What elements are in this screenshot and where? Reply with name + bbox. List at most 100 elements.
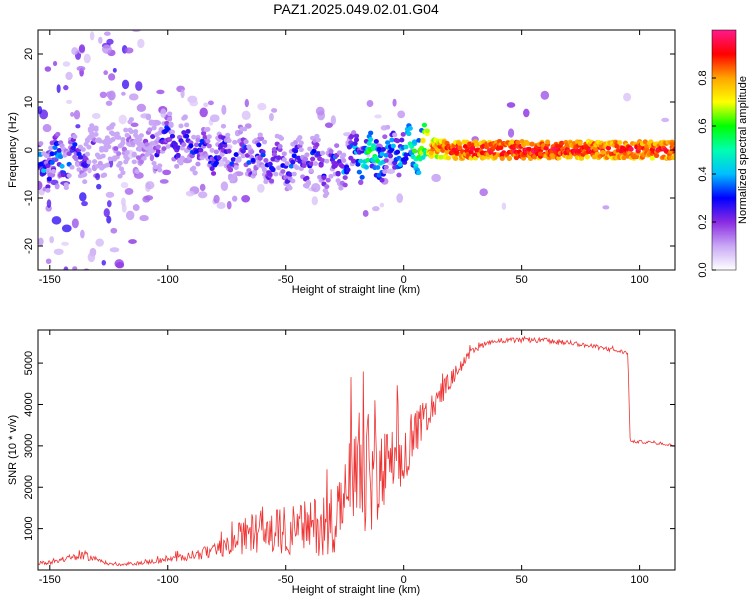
- spectrogram-cell: [403, 156, 409, 162]
- spectrogram-cell: [370, 146, 377, 151]
- spectrogram-cell: [537, 151, 544, 157]
- spectrogram-cell: [276, 165, 282, 171]
- spectrogram-cell: [358, 158, 364, 164]
- spectrogram-cell: [372, 206, 380, 212]
- spectrogram-xlabel: Height of straight line (km): [292, 284, 420, 296]
- spectrogram-cell: [379, 151, 385, 157]
- spectrogram-cell: [293, 148, 299, 154]
- spectrogram-cell: [319, 150, 326, 156]
- spectrogram-cell: [454, 150, 460, 156]
- spectrogram-cell: [379, 177, 385, 183]
- spectrogram-cell: [71, 218, 79, 229]
- colorbar-tick-label: 0.8: [697, 70, 709, 85]
- spectrogram-cell: [342, 182, 348, 188]
- spectrogram-cell: [120, 140, 126, 146]
- spectrogram-cell: [175, 152, 181, 158]
- spectrogram-cell: [106, 215, 112, 224]
- spectrogram-cell: [392, 132, 398, 138]
- spectrogram-ylabel: Frequency (Hz): [7, 112, 19, 188]
- snr-xlabel: Height of straight line (km): [292, 584, 420, 596]
- spectrogram-cell: [523, 108, 530, 118]
- spectrogram-cell: [84, 151, 91, 157]
- spectrogram-cell: [198, 147, 204, 153]
- spectrogram-cell: [653, 153, 660, 159]
- spectrogram-cell: [577, 140, 583, 146]
- spectrogram-cell: [280, 169, 286, 174]
- spectrogram-cell: [206, 143, 212, 149]
- spectrogram-cell: [226, 138, 232, 144]
- spectrogram-cell: [271, 108, 278, 113]
- spectrogram-cell: [411, 148, 418, 154]
- spectrogram-cell: [368, 137, 374, 142]
- spectrogram-cell: [157, 163, 163, 169]
- spectrogram-cell: [107, 90, 116, 101]
- spectrogram-cell: [167, 137, 173, 142]
- spectrogram-cell: [201, 130, 207, 136]
- spectrogram-cell: [420, 155, 426, 160]
- spectrogram-cell: [179, 155, 185, 161]
- spectrogram-cell: [387, 153, 394, 159]
- spectrogram-cell: [559, 140, 565, 146]
- spectrogram-cell: [38, 141, 44, 146]
- spectrogram-cell: [45, 163, 51, 169]
- spectrogram-cell: [138, 133, 144, 138]
- spectrogram-cell: [397, 110, 406, 119]
- spectrogram-cell: [353, 133, 360, 139]
- spectrogram-cell: [131, 30, 142, 32]
- y-tick-label: 1000: [23, 516, 35, 540]
- spectrogram-cell: [298, 140, 304, 146]
- colorbar: 0.0 0.2 0.4 0.6 0.8 Normalized spectral ampl…: [697, 29, 749, 278]
- spectrogram-cell: [110, 137, 116, 142]
- spectrogram-cell: [114, 131, 120, 137]
- spectrogram-cell: [457, 145, 463, 151]
- spectrogram-cell: [101, 172, 108, 178]
- spectrogram-cell: [385, 124, 391, 130]
- spectrogram-cell: [392, 98, 397, 107]
- spectrogram-cell: [185, 129, 191, 134]
- spectrogram-cell: [226, 200, 232, 210]
- spectrogram-cell: [93, 125, 99, 131]
- spectrogram-cell: [147, 127, 153, 133]
- spectrogram-cell: [134, 169, 140, 174]
- spectrogram-cell: [584, 154, 590, 160]
- spectrogram-cell: [52, 145, 58, 151]
- spectrogram-cell: [207, 100, 214, 106]
- spectrogram-cell: [288, 163, 294, 169]
- spectrogram-cell: [351, 130, 357, 135]
- spectrogram-cell: [56, 148, 62, 153]
- spectrogram-cell: [132, 204, 140, 212]
- spectrogram-cell: [261, 167, 268, 173]
- spectrogram-cell: [113, 146, 119, 151]
- spectrogram-cell: [49, 151, 55, 157]
- spectrogram-cell: [72, 142, 78, 147]
- spectrogram-cell: [339, 163, 345, 169]
- spectrogram-cell: [73, 110, 81, 120]
- colorbar-ticks: 0.0 0.2 0.4 0.6 0.8: [697, 70, 716, 278]
- spectrogram-cell: [151, 125, 157, 131]
- spectrogram-cell: [73, 156, 79, 162]
- spectrogram-cell: [416, 138, 422, 143]
- spectrogram-cell: [121, 203, 127, 213]
- x-tick-label: -50: [278, 274, 294, 286]
- spectrogram-cell: [221, 104, 227, 115]
- spectrogram-cell: [83, 268, 90, 270]
- spectrogram-cell: [138, 159, 144, 165]
- spectrogram-cell: [368, 130, 374, 136]
- spectrogram-cell: [277, 144, 283, 149]
- spectrogram-cell: [75, 124, 81, 129]
- spectrogram-cell: [131, 159, 137, 165]
- snr-ticks: -150 -100 -50 0 50 100 1000 2000 3000 4000 5000: [23, 330, 675, 586]
- spectrogram-cell: [104, 162, 110, 168]
- spectrogram-cell: [135, 155, 142, 161]
- spectrogram-cell: [634, 154, 640, 160]
- spectrogram-cell: [54, 183, 60, 190]
- spectrogram-cell: [315, 106, 325, 116]
- spectrogram-cell: [222, 143, 228, 148]
- y-tick-label: -20: [23, 238, 35, 254]
- spectrogram-cell: [304, 175, 310, 181]
- spectrogram-cell: [110, 122, 116, 128]
- spectrogram-cell: [246, 168, 252, 173]
- spectrogram-cell: [65, 71, 73, 81]
- y-tick-label: 0: [23, 147, 35, 153]
